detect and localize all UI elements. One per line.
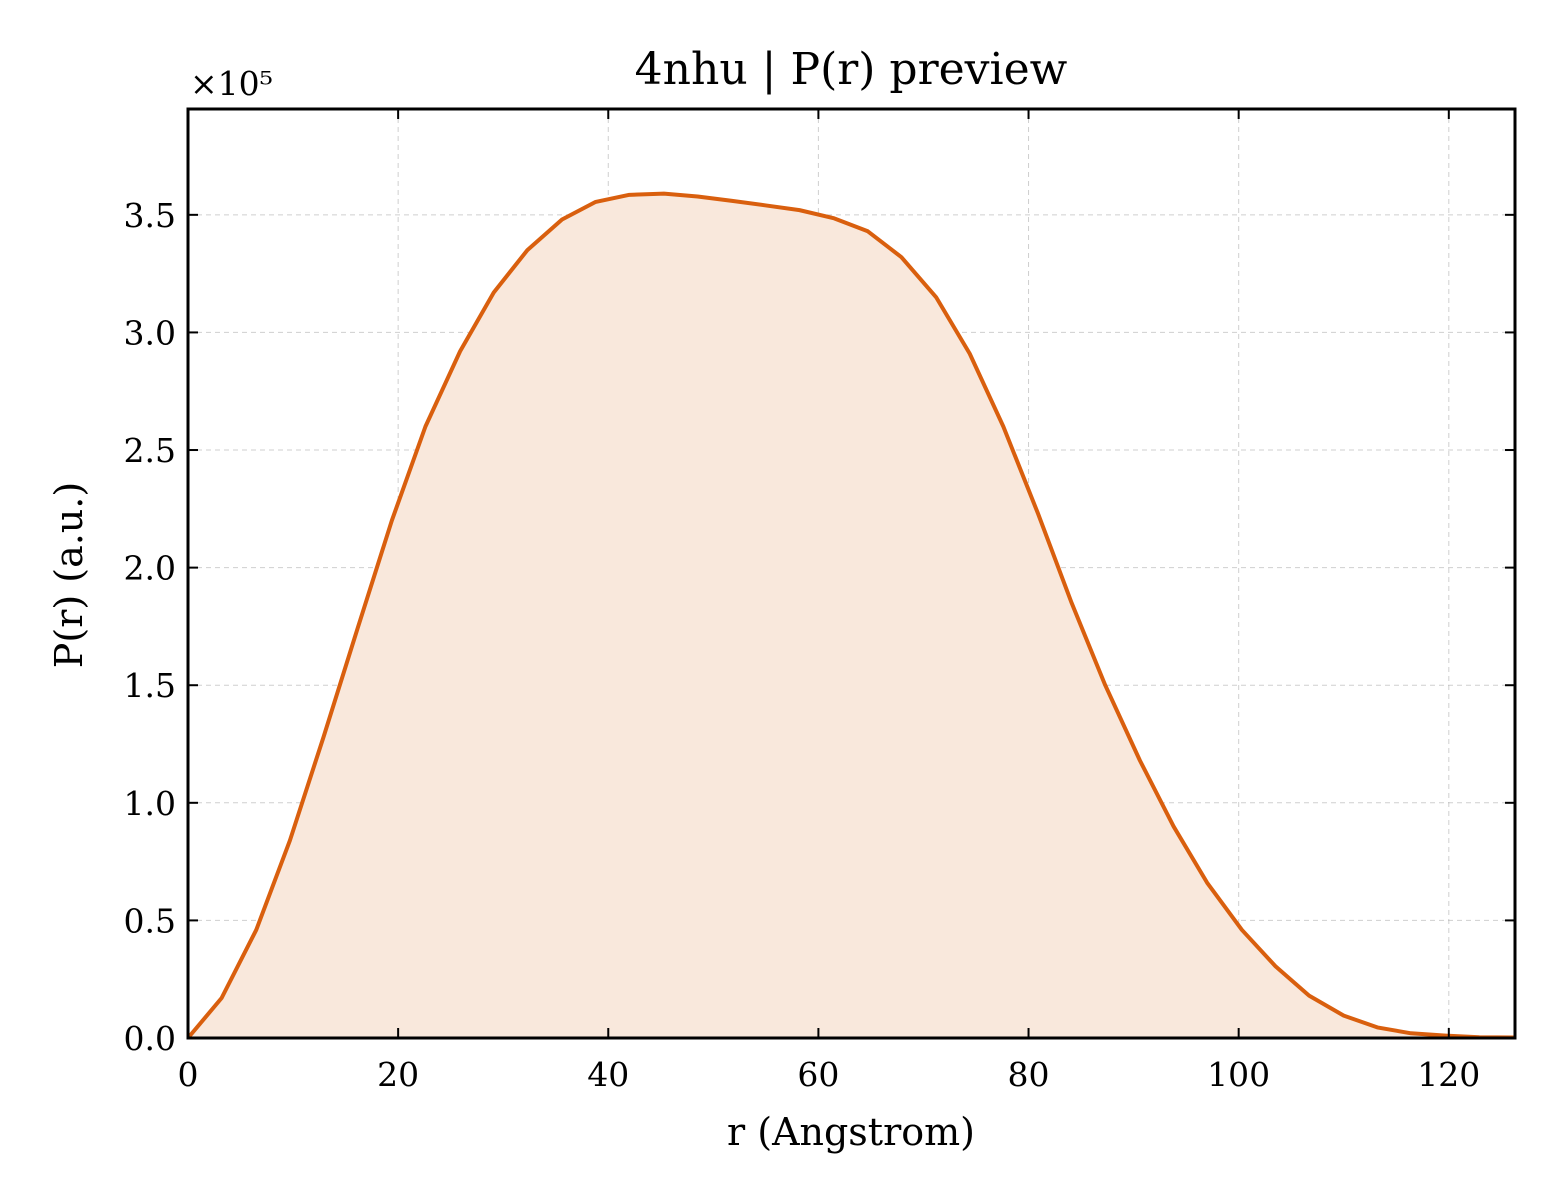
pr-area-fill <box>188 193 1515 1039</box>
pr-series-line <box>186 191 1516 1040</box>
chart-title: 4nhu | P(r) preview <box>635 44 1068 95</box>
y-tick-label: 1.5 <box>124 666 176 705</box>
x-tick-label: 120 <box>1417 1055 1480 1094</box>
plot-frame <box>186 107 1517 1040</box>
x-tick-label: 100 <box>1207 1055 1270 1094</box>
y-tick-label: 2.0 <box>124 549 176 588</box>
y-axis-ticks: 0.0 0.5 1.0 1.5 2.0 2.5 3.0 3.5 <box>124 196 1515 1058</box>
y-tick-label: 2.5 <box>124 431 176 470</box>
y-tick-label: 1.0 <box>124 784 176 823</box>
x-tick-label: 60 <box>797 1055 839 1094</box>
x-axis-label: r (Angstrom) <box>727 1110 975 1154</box>
x-axis-ticks: 0 20 40 60 80 100 120 <box>178 109 1480 1094</box>
y-tick-label: 3.5 <box>124 196 176 235</box>
y-tick-label: 0.5 <box>124 901 176 940</box>
x-tick-label: 20 <box>377 1055 419 1094</box>
x-tick-label: 0 <box>178 1055 199 1094</box>
y-exponent-label: ×10⁵ <box>190 64 273 103</box>
x-tick-label: 80 <box>1008 1055 1050 1094</box>
x-tick-label: 40 <box>587 1055 629 1094</box>
y-axis-label: P(r) (a.u.) <box>47 482 91 668</box>
y-tick-label: 3.0 <box>124 313 176 352</box>
y-tick-label: 0.0 <box>124 1019 176 1058</box>
